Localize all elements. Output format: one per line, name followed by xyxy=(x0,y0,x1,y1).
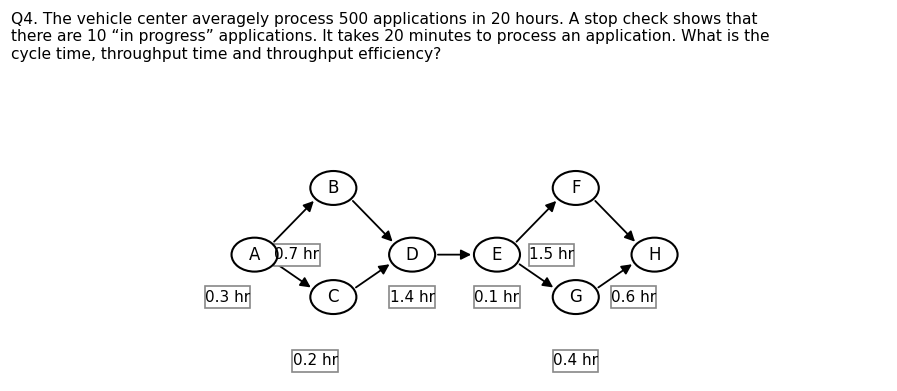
FancyBboxPatch shape xyxy=(205,286,250,308)
FancyBboxPatch shape xyxy=(274,244,319,265)
Text: B: B xyxy=(327,179,339,197)
FancyBboxPatch shape xyxy=(389,286,435,308)
FancyBboxPatch shape xyxy=(553,350,598,371)
Ellipse shape xyxy=(631,238,677,272)
FancyBboxPatch shape xyxy=(292,350,338,371)
Text: 0.6 hr: 0.6 hr xyxy=(611,290,656,305)
Ellipse shape xyxy=(389,238,435,272)
Ellipse shape xyxy=(310,171,356,205)
Text: C: C xyxy=(327,288,339,306)
Ellipse shape xyxy=(310,280,356,314)
Text: A: A xyxy=(248,246,260,264)
Ellipse shape xyxy=(231,238,277,272)
FancyBboxPatch shape xyxy=(611,286,656,308)
Text: E: E xyxy=(492,246,502,264)
Text: 0.1 hr: 0.1 hr xyxy=(475,290,519,305)
Text: 1.4 hr: 1.4 hr xyxy=(389,290,435,305)
Text: 0.4 hr: 0.4 hr xyxy=(553,353,598,368)
Text: F: F xyxy=(571,179,580,197)
Text: G: G xyxy=(570,288,582,306)
Ellipse shape xyxy=(553,280,599,314)
Text: Q4. The vehicle center averagely process 500 applications in 20 hours. A stop ch: Q4. The vehicle center averagely process… xyxy=(11,12,770,61)
Ellipse shape xyxy=(553,171,599,205)
Text: H: H xyxy=(649,246,661,264)
FancyBboxPatch shape xyxy=(475,286,519,308)
Text: 0.3 hr: 0.3 hr xyxy=(205,290,250,305)
Text: D: D xyxy=(405,246,419,264)
Text: 0.7 hr: 0.7 hr xyxy=(274,247,319,262)
Text: 1.5 hr: 1.5 hr xyxy=(529,247,574,262)
Ellipse shape xyxy=(474,238,520,272)
Text: 0.2 hr: 0.2 hr xyxy=(292,353,337,368)
FancyBboxPatch shape xyxy=(529,244,574,265)
